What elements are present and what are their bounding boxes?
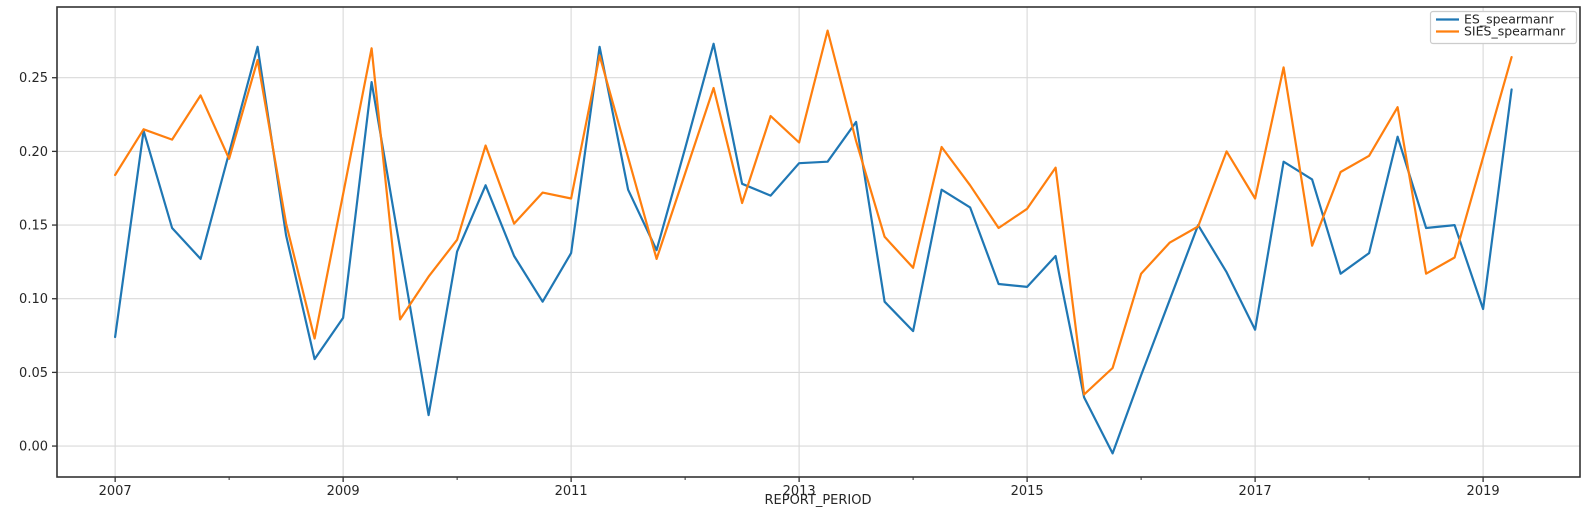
series-layer	[113, 29, 1513, 455]
plot-border	[56, 6, 1581, 478]
x-tick-label: 2011	[555, 484, 588, 499]
series-line-ES_spearmanr	[113, 42, 1513, 455]
legend-box	[1429, 10, 1578, 45]
x-axis-label: REPORT_PERIOD	[764, 493, 871, 508]
y-tick-label: 0.25	[19, 71, 48, 86]
y-tick-label: 0.10	[19, 292, 48, 307]
x-tick-label: 2009	[327, 484, 360, 499]
x-tick-label: 2013	[783, 484, 816, 499]
y-tick-label: 0.05	[19, 366, 48, 381]
y-tick-label: 0.00	[19, 440, 48, 455]
y-tick-label: 0.20	[19, 145, 48, 160]
axes-layer: 0.00 0.05 0.10 0.15 0.20 0.25 2007 2009 2011 2013…	[19, 71, 1500, 499]
x-tick-label: 2007	[99, 484, 132, 499]
grid-layer	[57, 7, 1580, 477]
x-tick-label: 2017	[1239, 484, 1272, 499]
y-tick-label: 0.15	[19, 219, 48, 234]
series-line-SIES_spearmanr	[113, 29, 1513, 396]
legend: ES_spearmanr SIES_spearmanr	[1429, 10, 1578, 45]
x-tick-label: 2015	[1011, 484, 1044, 499]
x-tick-label: 2019	[1467, 484, 1500, 499]
legend-label-es: ES_spearmanr	[1464, 12, 1555, 27]
legend-label-sies: SIES_spearmanr	[1464, 24, 1566, 39]
